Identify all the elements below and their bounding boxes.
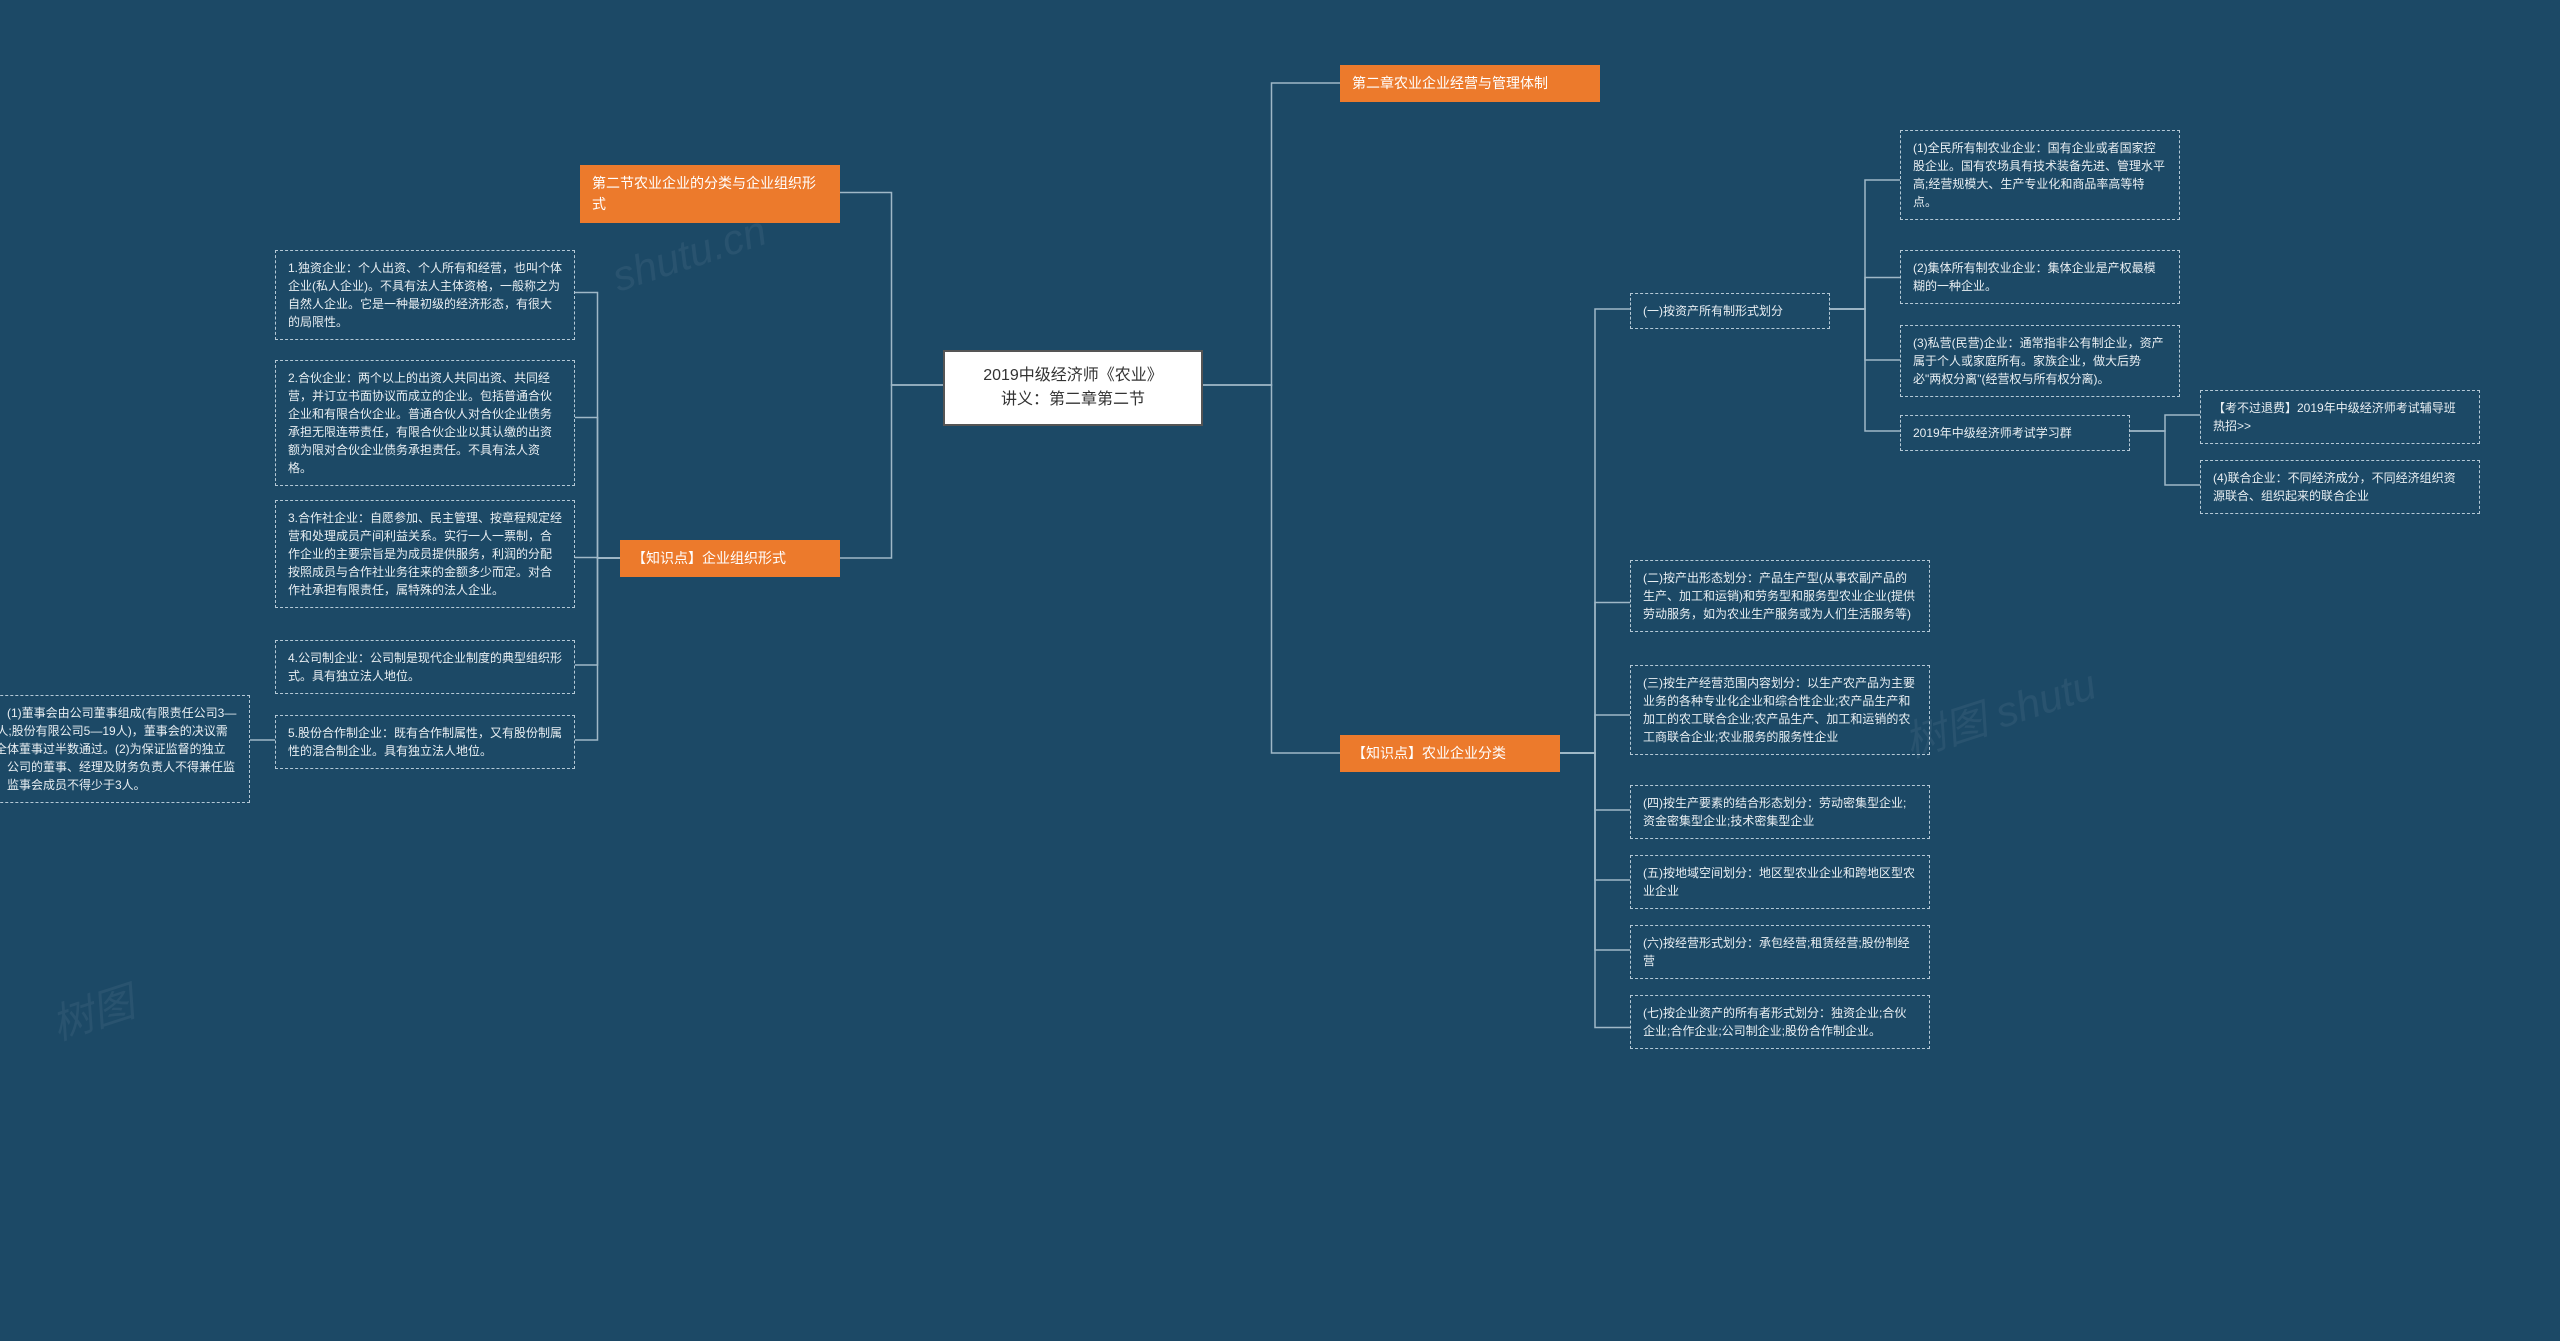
branch-node: 【知识点】企业组织形式: [620, 540, 840, 577]
leaf-node: (1)全民所有制农业企业：国有企业或者国家控股企业。国有农场具有技术装备先进、管…: [1900, 130, 2180, 220]
leaf-node: 4.公司制企业：公司制是现代企业制度的典型组织形式。具有独立法人地位。: [275, 640, 575, 694]
leaf-node: 2.合伙企业：两个以上的出资人共同出资、共同经营，并订立书面协议而成立的企业。包…: [275, 360, 575, 486]
leaf-node: (二)按产出形态划分：产品生产型(从事农副产品的生产、加工和运销)和劳务型和服务…: [1630, 560, 1930, 632]
leaf-node: (六)按经营形式划分：承包经营;租赁经营;股份制经营: [1630, 925, 1930, 979]
leaf-node: 1.独资企业：个人出资、个人所有和经营，也叫个体企业(私人企业)。不具有法人主体…: [275, 250, 575, 340]
leaf-node: 5.股份合作制企业：既有合作制属性，又有股份制属性的混合制企业。具有独立法人地位…: [275, 715, 575, 769]
center-node: 2019中级经济师《农业》讲义：第二章第二节: [943, 350, 1203, 426]
leaf-node: (一)按资产所有制形式划分: [1630, 293, 1830, 329]
mindmap-canvas: shutu.cn树图树图 shutu2019中级经济师《农业》讲义：第二章第二节…: [0, 0, 2560, 1341]
leaf-node: (五)按地域空间划分：地区型农业企业和跨地区型农业企业: [1630, 855, 1930, 909]
leaf-node: (4)联合企业：不同经济成分，不同经济组织资源联合、组织起来的联合企业: [2200, 460, 2480, 514]
leaf-node: (三)按生产经营范围内容划分：以生产农产品为主要业务的各种专业化企业和综合性企业…: [1630, 665, 1930, 755]
branch-node: 第二节农业企业的分类与企业组织形式: [580, 165, 840, 223]
leaf-node: 2019年中级经济师考试学习群: [1900, 415, 2130, 451]
watermark: 树图: [43, 969, 142, 1053]
branch-node: 【知识点】农业企业分类: [1340, 735, 1560, 772]
leaf-node: 【考不过退费】2019年中级经济师考试辅导班热招>>: [2200, 390, 2480, 444]
leaf-node: (四)按生产要素的结合形态划分：劳动密集型企业;资金密集型企业;技术密集型企业: [1630, 785, 1930, 839]
branch-node: 第二章农业企业经营与管理体制: [1340, 65, 1600, 102]
leaf-node: (2)集体所有制农业企业：集体企业是产权最模糊的一种企业。: [1900, 250, 2180, 304]
leaf-node: (3)私营(民营)企业：通常指非公有制企业，资产属于个人或家庭所有。家族企业，做…: [1900, 325, 2180, 397]
leaf-node: 注：(1)董事会由公司董事组成(有限责任公司3—13人;股份有限公司5—19人)…: [0, 695, 250, 803]
leaf-node: 3.合作社企业：自愿参加、民主管理、按章程规定经营和处理成员产间利益关系。实行一…: [275, 500, 575, 608]
leaf-node: (七)按企业资产的所有者形式划分：独资企业;合伙企业;合作企业;公司制企业;股份…: [1630, 995, 1930, 1049]
